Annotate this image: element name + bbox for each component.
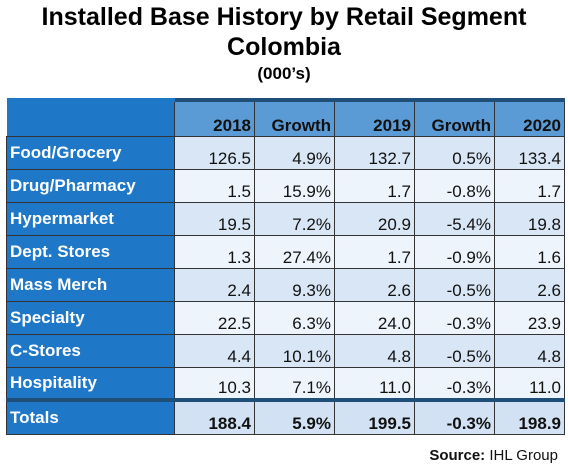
page-subtitle: Colombia [227, 33, 341, 61]
table-cell: 9.3% [254, 267, 335, 302]
row-label: Dept. Stores [6, 234, 175, 269]
table-cell: 11.0 [334, 366, 415, 401]
table-cell: 199.5 [334, 398, 415, 435]
table-cell: 15.9% [254, 168, 335, 203]
table-cell: 4.8 [334, 333, 415, 368]
table-cell: 2.6 [494, 267, 565, 302]
table-cell: 188.4 [174, 398, 255, 435]
installed-base-table: 2018 Growth 2019 Growth 2020 Food/Grocer… [6, 98, 565, 435]
column-header: Growth [254, 98, 335, 137]
row-label: Hypermarket [6, 201, 175, 236]
table-cell: -0.8% [414, 168, 495, 203]
table-row: Specialty 22.5 6.3% 24.0 -0.3% 23.9 [6, 300, 565, 335]
table-cell: 4.8 [494, 333, 565, 368]
column-header: 2019 [334, 98, 415, 137]
table-row: Mass Merch 2.4 9.3% 2.6 -0.5% 2.6 [6, 267, 565, 302]
table-row: Dept. Stores 1.3 27.4% 1.7 -0.9% 1.6 [6, 234, 565, 269]
table-cell: -0.3% [414, 398, 495, 435]
table-cell: 7.1% [254, 366, 335, 401]
table-cell: -0.5% [414, 267, 495, 302]
table-row: Hospitality 10.3 7.1% 11.0 -0.3% 11.0 [6, 366, 565, 401]
column-header: Growth [414, 98, 495, 137]
table-cell: 126.5 [174, 135, 255, 170]
table-cell: 1.5 [174, 168, 255, 203]
table-cell: 27.4% [254, 234, 335, 269]
row-label: C-Stores [6, 333, 175, 368]
table-row: Drug/Pharmacy 1.5 15.9% 1.7 -0.8% 1.7 [6, 168, 565, 203]
column-header: 2020 [494, 98, 565, 137]
table-cell: 5.9% [254, 398, 335, 435]
table-cell: 2.4 [174, 267, 255, 302]
table-cell: 1.7 [494, 168, 565, 203]
table-cell: 19.5 [174, 201, 255, 236]
header-corner [6, 98, 175, 137]
totals-row: Totals 188.4 5.9% 199.5 -0.3% 198.9 [6, 398, 565, 435]
row-label: Specialty [6, 300, 175, 335]
row-label: Hospitality [6, 366, 175, 401]
column-header: 2018 [174, 98, 255, 137]
table-cell: 24.0 [334, 300, 415, 335]
source-note: Source: IHL Group [429, 447, 558, 464]
table-cell: 11.0 [494, 366, 565, 401]
table-header-row: 2018 Growth 2019 Growth 2020 [6, 98, 565, 137]
units-note: (000’s) [257, 64, 311, 83]
table-cell: 198.9 [494, 398, 565, 435]
table-cell: 7.2% [254, 201, 335, 236]
table-cell: 23.9 [494, 300, 565, 335]
table-cell: -0.3% [414, 300, 495, 335]
table-cell: 6.3% [254, 300, 335, 335]
table-cell: -0.9% [414, 234, 495, 269]
table-cell: 22.5 [174, 300, 255, 335]
table-cell: 1.7 [334, 168, 415, 203]
table-cell: 4.9% [254, 135, 335, 170]
table-cell: 132.7 [334, 135, 415, 170]
row-label: Food/Grocery [6, 135, 175, 170]
table-cell: 2.6 [334, 267, 415, 302]
table-cell: 10.1% [254, 333, 335, 368]
table-cell: 1.6 [494, 234, 565, 269]
table-cell: 20.9 [334, 201, 415, 236]
table-cell: 10.3 [174, 366, 255, 401]
row-label: Mass Merch [6, 267, 175, 302]
table-cell: 133.4 [494, 135, 565, 170]
table-row: C-Stores 4.4 10.1% 4.8 -0.5% 4.8 [6, 333, 565, 368]
source-prefix: Source: [429, 447, 486, 464]
table-row: Hypermarket 19.5 7.2% 20.9 -5.4% 19.8 [6, 201, 565, 236]
table-cell: -0.3% [414, 366, 495, 401]
row-label: Drug/Pharmacy [6, 168, 175, 203]
table-cell: 1.7 [334, 234, 415, 269]
table-cell: 4.4 [174, 333, 255, 368]
table-cell: 0.5% [414, 135, 495, 170]
table-row: Food/Grocery 126.5 4.9% 132.7 0.5% 133.4 [6, 135, 565, 170]
table-cell: -0.5% [414, 333, 495, 368]
table-cell: 1.3 [174, 234, 255, 269]
table-cell: -5.4% [414, 201, 495, 236]
row-label: Totals [6, 398, 175, 435]
source-name: IHL Group [489, 447, 558, 464]
page-title: Installed Base History by Retail Segment [41, 3, 527, 31]
table-cell: 19.8 [494, 201, 565, 236]
